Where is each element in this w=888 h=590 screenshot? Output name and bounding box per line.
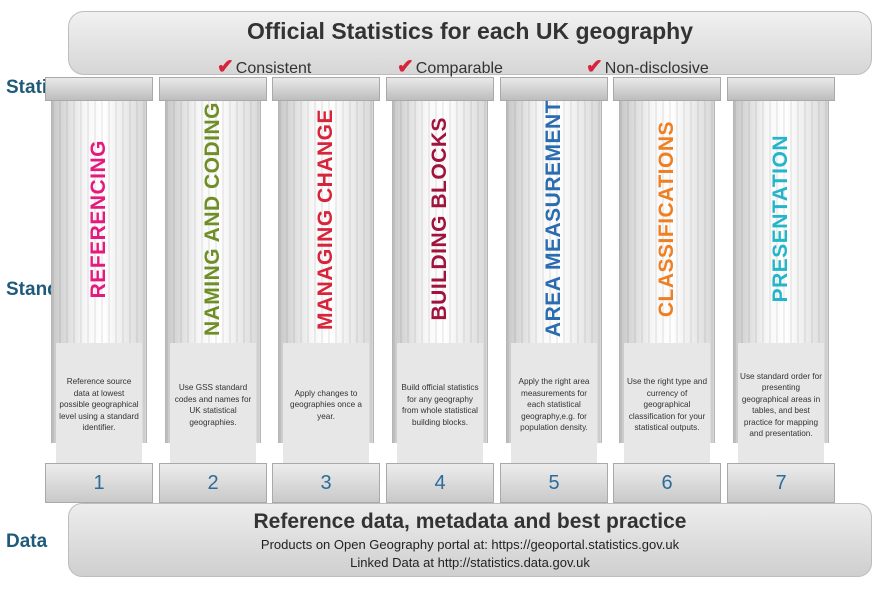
pillar-title-text: BUILDING BLOCKS [428, 117, 451, 321]
pillar-description: Build official statistics for any geogra… [397, 343, 483, 463]
principle-consistent: ✔ Consistent [217, 54, 311, 79]
pillar-base: 5 [500, 463, 608, 503]
row-label-data: Data [6, 531, 48, 552]
pillar-base: 2 [159, 463, 267, 503]
pillar-capital [500, 77, 608, 101]
pillar-2: NAMING AND CODING Use GSS standard codes … [157, 77, 269, 503]
principle-label: Consistent [235, 60, 312, 77]
principles-row: ✔ Consistent ✔ Comparable ✔ Non-disclosive [69, 54, 871, 79]
foundation-title: Reference data, metadata and best practi… [253, 510, 687, 533]
pillar-base: 1 [45, 463, 153, 503]
principle-comparable: ✔ Comparable [397, 54, 503, 79]
pillar-title-text: AREA MEASUREMENT [542, 100, 565, 338]
pillar-capital [159, 77, 267, 101]
foundation-panel: Reference data, metadata and best practi… [68, 503, 872, 577]
pillar-number: 2 [207, 472, 219, 494]
pillar-title-text: CLASSIFICATIONS [655, 120, 678, 318]
pillar-capital [45, 77, 153, 101]
pillar-description: Use GSS standard codes and names for UK … [170, 343, 256, 463]
pillar-base: 3 [272, 463, 380, 503]
pillar-description: Apply changes to geographies once a year… [283, 343, 369, 463]
roof-title: Official Statistics for each UK geograph… [246, 18, 694, 44]
checkmark-icon: ✔ [586, 56, 603, 78]
pillar-5: AREA MEASUREMENT Apply the right area mea… [498, 77, 610, 503]
principle-label: Comparable [415, 60, 503, 77]
pillar-number: 6 [661, 472, 673, 494]
pillar-base: 4 [386, 463, 494, 503]
pillar-number: 5 [548, 472, 560, 494]
pillar-title: REFERENCING [63, 105, 135, 333]
linked-data-link-text: Linked Data at http://statistics.data.go… [350, 555, 590, 570]
pillar-3: MANAGING CHANGE Apply changes to geograph… [270, 77, 382, 503]
roof-panel: Official Statistics for each UK geograph… [68, 11, 872, 79]
pillar-description-text: Use GSS standard codes and names for UK … [174, 383, 252, 427]
pillar-number: 3 [320, 472, 332, 494]
pillar-description-text: Build official statistics for any geogra… [401, 383, 479, 427]
pillar-capital [272, 77, 380, 101]
pillar-base: 6 [613, 463, 721, 503]
pillar-number: 7 [775, 472, 787, 494]
pillar-description-text: Reference source data at lowest possible… [59, 377, 139, 433]
pillar-description-text: Use the right type and currency of geogr… [626, 377, 708, 433]
pillar-4: BUILDING BLOCKS Build official statistics… [384, 77, 496, 503]
principle-label: Non-disclosive [604, 60, 709, 77]
pillar-description-text: Apply changes to geographies once a year… [290, 388, 362, 421]
pillar-7: PRESENTATION Use standard order for prese… [725, 77, 837, 503]
open-geography-link-text: Products on Open Geography portal at: ht… [260, 537, 680, 552]
pillar-description: Apply the right area measurements for ea… [511, 343, 597, 463]
principle-non-disclosive: ✔ Non-disclosive [586, 54, 709, 79]
pillar-capital [727, 77, 835, 101]
pillar-1: REFERENCING Reference source data at lowe… [43, 77, 155, 503]
pillar-6: CLASSIFICATIONS Use the right type and cu… [611, 77, 723, 503]
pillar-title-text: MANAGING CHANGE [314, 108, 337, 330]
checkmark-icon: ✔ [217, 56, 234, 78]
pillar-description: Use the right type and currency of geogr… [624, 343, 710, 463]
pillar-number: 1 [93, 472, 105, 494]
pillar-title: CLASSIFICATIONS [631, 105, 703, 333]
pillar-title-text: REFERENCING [87, 139, 110, 299]
pillar-title: PRESENTATION [745, 105, 817, 333]
pillar-description-text: Apply the right area measurements for ea… [518, 377, 590, 433]
pillar-title: BUILDING BLOCKS [404, 105, 476, 333]
pillar-base: 7 [727, 463, 835, 503]
pillar-title-text: NAMING AND CODING [201, 101, 224, 337]
pillar-title: MANAGING CHANGE [290, 105, 362, 333]
pillar-title: AREA MEASUREMENT [518, 100, 590, 337]
pillar-capital [613, 77, 721, 101]
pillar-capital [386, 77, 494, 101]
pillar-description: Reference source data at lowest possible… [56, 343, 142, 463]
checkmark-icon: ✔ [397, 56, 414, 78]
pillar-title: NAMING AND CODING [177, 101, 249, 337]
pillar-description: Use standard order for presenting geogra… [738, 343, 824, 463]
pillar-description-text: Use standard order for presenting geogra… [740, 371, 822, 439]
pillar-title-text: PRESENTATION [769, 135, 792, 303]
pillar-number: 4 [434, 472, 446, 494]
